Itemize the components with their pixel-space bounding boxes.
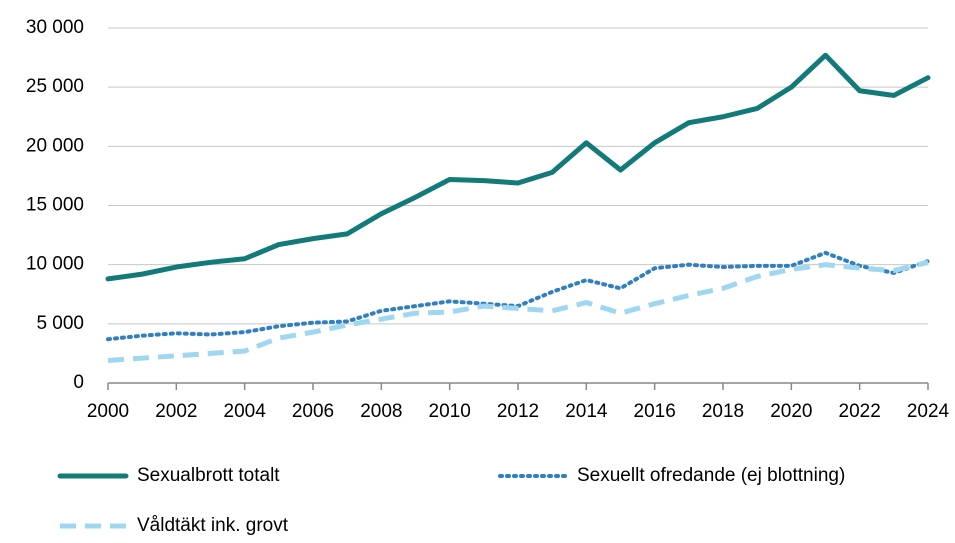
x-tick-label: 2024	[907, 401, 950, 422]
y-tick-label: 30 000	[26, 17, 84, 38]
x-tick-label: 2012	[497, 401, 539, 422]
x-tick-label: 2022	[839, 401, 881, 422]
x-tick-label: 2010	[429, 401, 471, 422]
x-tick-label: 2002	[155, 401, 197, 422]
y-tick-label: 15 000	[26, 195, 84, 216]
x-tick-label: 2004	[224, 401, 267, 422]
x-tick-label: 2006	[292, 401, 334, 422]
x-tick-label: 2020	[770, 401, 812, 422]
series-line	[107, 259, 929, 364]
x-tick-label: 2008	[360, 401, 402, 422]
legend-label: Sexuellt ofredande (ej blottning)	[577, 465, 845, 486]
y-tick-label: 20 000	[26, 135, 84, 156]
y-tick-label: 5 000	[36, 313, 84, 334]
legend-label: Sexualbrott totalt	[137, 465, 280, 486]
x-tick-label: 2018	[702, 401, 744, 422]
y-tick-label: 0	[73, 372, 84, 393]
series-line	[105, 52, 931, 282]
legend-label: Våldtäkt ink. grovt	[137, 515, 289, 536]
x-tick-label: 2016	[634, 401, 676, 422]
x-tick-label: 2014	[565, 401, 608, 422]
y-tick-label: 25 000	[26, 76, 84, 97]
x-tick-label: 2000	[87, 401, 129, 422]
y-tick-label: 10 000	[26, 254, 84, 275]
